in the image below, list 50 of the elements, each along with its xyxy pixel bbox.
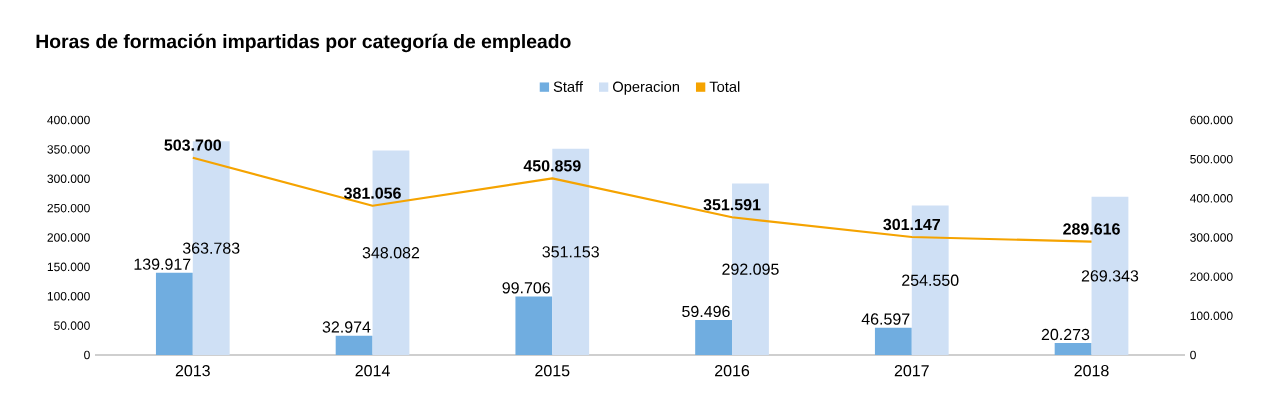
data-label: 363.783 xyxy=(182,242,240,254)
x-tick-label: 2017 xyxy=(894,365,929,377)
data-label: 381.056 xyxy=(344,187,401,199)
x-tick-label: 2018 xyxy=(1074,365,1109,377)
data-label: 269.343 xyxy=(1081,270,1139,282)
bar xyxy=(335,335,373,355)
y2-tick-label: 0 xyxy=(1190,350,1196,360)
data-label: 139.917 xyxy=(134,258,191,270)
y2-tick-label: 600.000 xyxy=(1190,115,1233,125)
x-tick-label: 2015 xyxy=(535,365,570,377)
y-tick-label: 50.000 xyxy=(54,321,90,330)
y2-tick-label: 300.000 xyxy=(1190,233,1233,242)
bar xyxy=(155,272,193,355)
data-label: 351.153 xyxy=(542,246,599,258)
y-tick-label: 300.000 xyxy=(47,174,90,184)
bar xyxy=(515,296,553,355)
y-tick-label: 350.000 xyxy=(47,145,90,154)
data-label: 59.496 xyxy=(682,305,730,318)
x-tick-label: 2013 xyxy=(175,365,210,377)
bar xyxy=(874,327,912,355)
bar xyxy=(1054,343,1092,355)
y2-tick-label: 200.000 xyxy=(1190,272,1233,281)
y-tick-label: 200.000 xyxy=(47,233,90,242)
data-label: 301.147 xyxy=(883,218,940,231)
y-tick-label: 150.000 xyxy=(47,262,90,272)
legend-label: Total xyxy=(709,81,740,92)
data-label: 292.095 xyxy=(722,263,779,275)
y-tick-label: 400.000 xyxy=(47,115,90,125)
chart-title: Horas de formación impartidas por categoría de empleado xyxy=(36,33,571,53)
y2-tick-label: 100.000 xyxy=(1190,311,1233,321)
data-label: 46.597 xyxy=(861,313,910,325)
y2-tick-label: 500.000 xyxy=(1190,154,1233,164)
y-tick-label: 100.000 xyxy=(47,292,90,301)
legend-label: Staff xyxy=(553,81,583,92)
data-label: 20.273 xyxy=(1041,328,1090,341)
bar xyxy=(695,320,733,355)
y2-tick-label: 400.000 xyxy=(1189,194,1233,203)
data-label: 503.700 xyxy=(164,139,222,151)
data-label: 99.706 xyxy=(502,282,550,294)
data-label: 254.550 xyxy=(902,274,959,286)
data-label: 348.082 xyxy=(362,247,420,259)
data-label: 32.974 xyxy=(322,321,371,333)
y-tick-label: 0 xyxy=(84,350,90,360)
x-tick-label: 2016 xyxy=(715,365,750,377)
y-tick-label: 250.000 xyxy=(47,203,90,213)
data-label: 289.616 xyxy=(1063,223,1120,235)
legend-label: Operacion xyxy=(612,81,679,95)
data-label: 351.591 xyxy=(703,199,761,211)
x-tick-label: 2014 xyxy=(355,365,390,377)
data-label: 450.859 xyxy=(523,160,581,172)
